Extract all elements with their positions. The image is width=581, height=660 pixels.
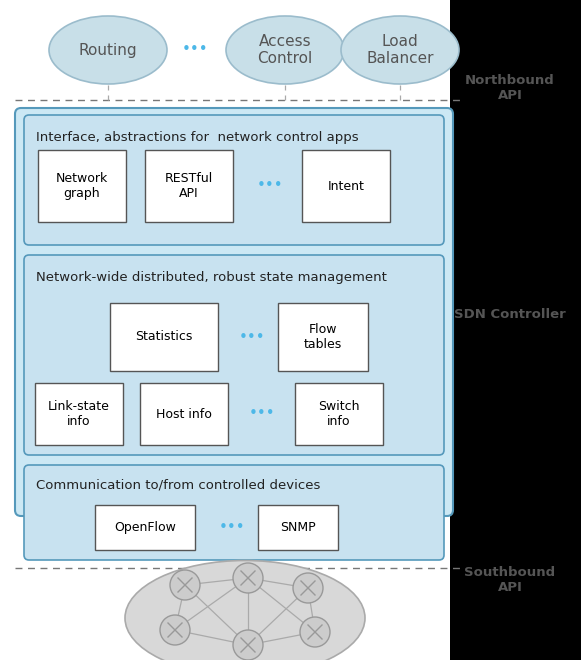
Circle shape — [300, 617, 330, 647]
Ellipse shape — [49, 16, 167, 84]
Bar — [110, 303, 218, 371]
Text: SDN Controller: SDN Controller — [454, 308, 566, 321]
FancyBboxPatch shape — [24, 465, 444, 560]
Ellipse shape — [125, 560, 365, 660]
Bar — [95, 505, 195, 550]
Circle shape — [233, 563, 263, 593]
Text: Intent: Intent — [328, 180, 364, 193]
Text: SNMP: SNMP — [280, 521, 316, 534]
Circle shape — [293, 573, 323, 603]
Bar — [295, 383, 383, 445]
FancyBboxPatch shape — [24, 255, 444, 455]
Text: Switch
info: Switch info — [318, 400, 360, 428]
Bar — [278, 303, 368, 371]
FancyBboxPatch shape — [24, 115, 444, 245]
Text: Flow
tables: Flow tables — [304, 323, 342, 351]
FancyBboxPatch shape — [15, 108, 453, 516]
Bar — [0, 0, 450, 660]
Text: Link-state
info: Link-state info — [48, 400, 110, 428]
Text: Network
graph: Network graph — [56, 172, 108, 200]
Ellipse shape — [226, 16, 344, 84]
Text: Routing: Routing — [78, 42, 137, 57]
Text: Network-wide distributed, robust state management: Network-wide distributed, robust state m… — [36, 271, 387, 284]
Text: Communication to/from controlled devices: Communication to/from controlled devices — [36, 479, 320, 492]
Text: •••: ••• — [257, 178, 284, 193]
Text: Northbound
API: Northbound API — [465, 74, 555, 102]
Text: Statistics: Statistics — [135, 331, 193, 343]
Circle shape — [160, 615, 190, 645]
Text: Host info: Host info — [156, 407, 212, 420]
Bar — [258, 505, 338, 550]
Text: Interface, abstractions for  network control apps: Interface, abstractions for network cont… — [36, 131, 358, 144]
Bar — [145, 150, 233, 222]
Text: RESTful
API: RESTful API — [165, 172, 213, 200]
Text: •••: ••• — [218, 520, 245, 535]
Text: Load
Balancer: Load Balancer — [366, 34, 434, 66]
Text: OpenFlow: OpenFlow — [114, 521, 176, 534]
Bar — [140, 383, 228, 445]
Bar — [35, 383, 123, 445]
Bar — [302, 150, 390, 222]
Text: •••: ••• — [239, 329, 266, 345]
Bar — [38, 150, 126, 222]
Ellipse shape — [341, 16, 459, 84]
Text: •••: ••• — [249, 407, 275, 422]
Text: •••: ••• — [182, 42, 209, 57]
Circle shape — [170, 570, 200, 600]
Circle shape — [233, 630, 263, 660]
Text: Access
Control: Access Control — [257, 34, 313, 66]
Text: Southbound
API: Southbound API — [464, 566, 555, 594]
